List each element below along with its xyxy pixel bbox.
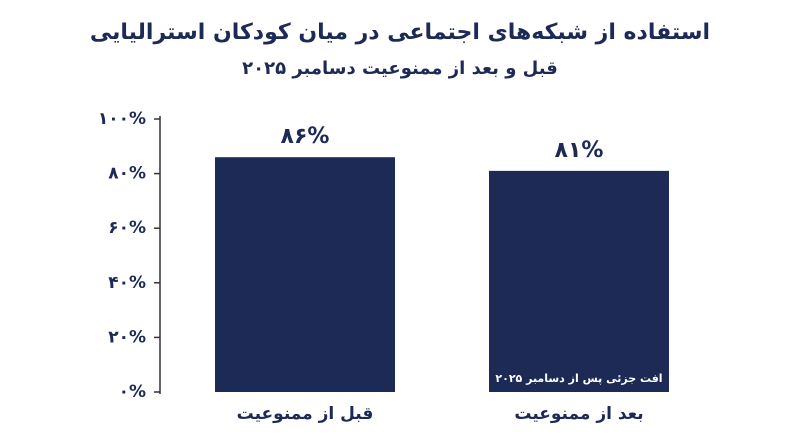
y-tick-label: ۴۰% [108,273,146,293]
x-tick-label: قبل از ممنوعیت [237,404,374,424]
chart-subtitle: قبل و بعد از ممنوعیت دسامبر ۲۰۲۵ [242,58,558,79]
y-tick-label: ۸۰% [108,164,146,184]
bar [489,170,669,392]
y-tick-label: ۲۰% [108,327,146,347]
value-label: ۸۶% [281,124,330,149]
y-tick-label: ۱۰۰% [98,109,146,129]
y-tick-label: ۶۰% [108,218,146,238]
annotation: افت جزئی پس از دسامبر ۲۰۲۵ [495,372,662,385]
x-tick-label: بعد از ممنوعیت [514,404,643,424]
y-tick-label: ۰% [119,382,146,402]
value-label: ۸۱% [555,138,604,163]
chart-title: استفاده از شبکه‌های اجتماعی در میان کودک… [90,20,710,45]
bar [215,157,395,392]
